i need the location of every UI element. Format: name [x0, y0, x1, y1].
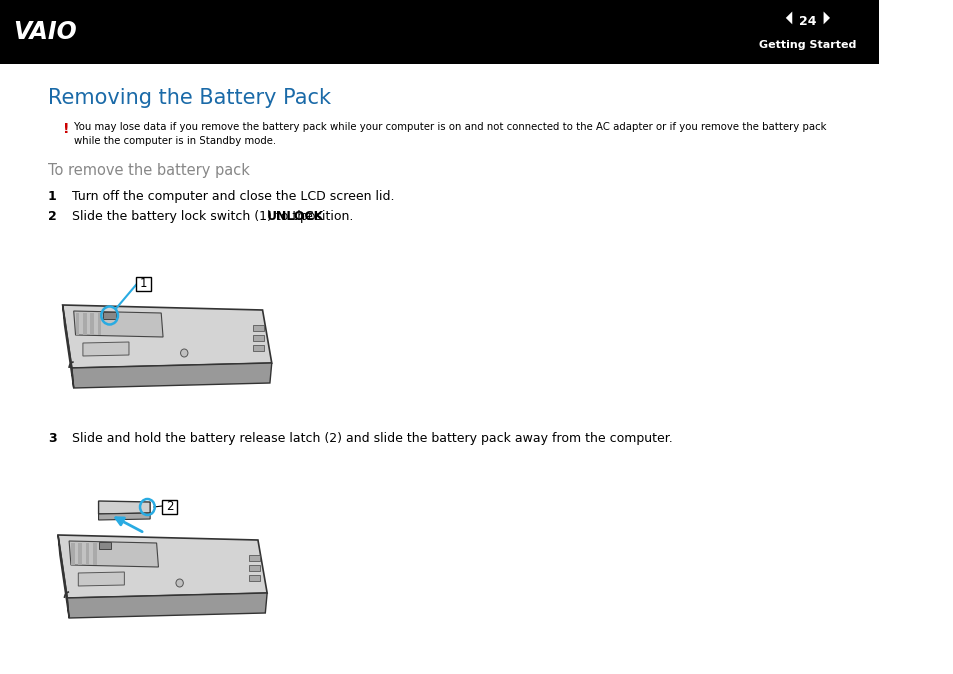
Bar: [249, 555, 259, 561]
Bar: [253, 325, 264, 331]
Polygon shape: [58, 535, 69, 618]
Polygon shape: [86, 543, 90, 565]
Text: VAIO: VAIO: [13, 20, 76, 44]
Text: Removing the Battery Pack: Removing the Battery Pack: [48, 88, 331, 108]
Polygon shape: [78, 572, 124, 586]
Circle shape: [180, 349, 188, 357]
Polygon shape: [97, 313, 101, 335]
Bar: [249, 565, 259, 571]
Bar: [253, 335, 264, 341]
Polygon shape: [83, 313, 87, 335]
FancyBboxPatch shape: [162, 500, 176, 514]
Text: UNLOCK: UNLOCK: [267, 210, 324, 223]
Polygon shape: [822, 11, 829, 24]
Bar: [253, 345, 264, 351]
Polygon shape: [71, 363, 272, 388]
Text: 1: 1: [48, 190, 56, 203]
Polygon shape: [83, 342, 129, 356]
Text: You may lose data if you remove the battery pack while your computer is on and n: You may lose data if you remove the batt…: [73, 122, 825, 146]
Bar: [249, 575, 259, 581]
Bar: [103, 312, 116, 319]
Polygon shape: [69, 541, 158, 567]
Text: !: !: [63, 122, 69, 136]
Text: 1: 1: [140, 277, 148, 290]
Polygon shape: [63, 305, 272, 368]
Text: Getting Started: Getting Started: [759, 40, 856, 50]
Text: Turn off the computer and close the LCD screen lid.: Turn off the computer and close the LCD …: [71, 190, 394, 203]
Polygon shape: [785, 11, 791, 24]
Polygon shape: [67, 593, 267, 618]
Circle shape: [175, 579, 183, 587]
Polygon shape: [98, 513, 150, 520]
Text: 2: 2: [166, 499, 173, 512]
Text: 3: 3: [48, 432, 56, 445]
Text: 2: 2: [48, 210, 56, 223]
Bar: [0, 0, 878, 64]
Text: To remove the battery pack: To remove the battery pack: [48, 163, 250, 178]
Polygon shape: [78, 543, 82, 565]
Polygon shape: [93, 543, 96, 565]
Text: Slide and hold the battery release latch (2) and slide the battery pack away fro: Slide and hold the battery release latch…: [71, 432, 672, 445]
Polygon shape: [98, 501, 150, 514]
Polygon shape: [58, 535, 267, 598]
FancyBboxPatch shape: [136, 276, 151, 290]
Polygon shape: [75, 313, 79, 335]
Polygon shape: [91, 313, 93, 335]
Text: Slide the battery lock switch (1) to the: Slide the battery lock switch (1) to the: [71, 210, 316, 223]
Polygon shape: [63, 305, 73, 388]
Text: position.: position.: [295, 210, 353, 223]
FancyArrowPatch shape: [115, 518, 142, 532]
Polygon shape: [71, 543, 74, 565]
Text: 24: 24: [799, 15, 816, 28]
Polygon shape: [73, 311, 163, 337]
Bar: [98, 542, 112, 549]
